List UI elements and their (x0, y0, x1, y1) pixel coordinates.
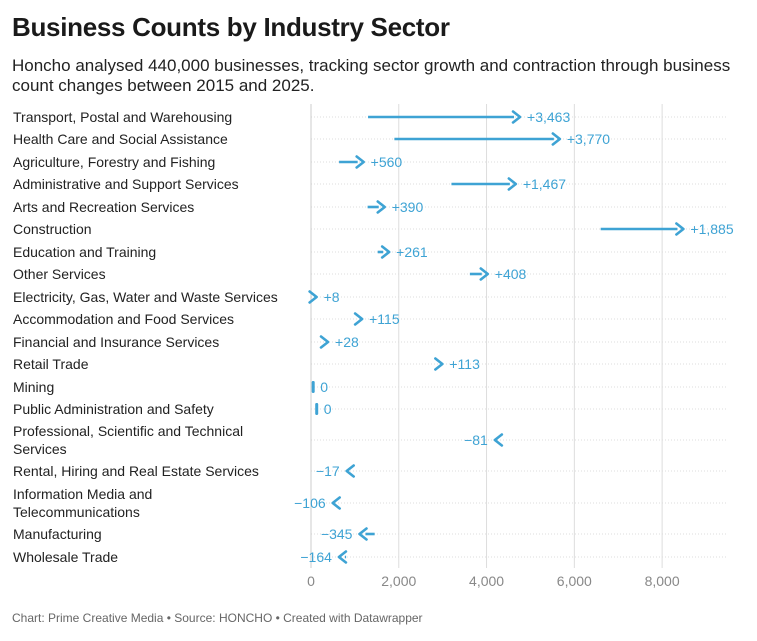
arrow-head (345, 464, 355, 478)
arrow-head (507, 177, 518, 191)
category-label: Education and Training (13, 244, 156, 260)
category-label: Professional, Scientific and Technical (13, 423, 243, 439)
arrow-head (434, 357, 444, 371)
arrow-marks (308, 110, 685, 564)
category-label: Manufacturing (13, 526, 102, 542)
change-value-label: +28 (335, 334, 359, 350)
category-label: Services (13, 441, 67, 457)
category-label: Administrative and Support Services (13, 176, 239, 192)
change-value-label: +1,467 (523, 176, 566, 192)
change-value-label: +3,770 (567, 131, 610, 147)
change-value-label: −345 (321, 526, 353, 542)
arrow-mark (345, 464, 355, 478)
zero-change-mark (311, 381, 315, 393)
change-value-label: +1,885 (690, 221, 733, 237)
change-value-label: +261 (396, 244, 428, 260)
arrow-mark (493, 433, 504, 447)
x-axis-ticks: 0 2,000 4,000 6,000 8,000 (307, 573, 680, 589)
category-label: Information Media and (13, 486, 152, 502)
change-value-label: +115 (369, 311, 400, 327)
change-value-label: +8 (324, 289, 340, 305)
category-label: Transport, Postal and Warehousing (13, 109, 232, 125)
category-label: Rental, Hiring and Real Estate Services (13, 463, 259, 479)
arrow-mark (434, 357, 444, 371)
arrow-mark (311, 381, 315, 393)
chart-title: Business Counts by Industry Sector (12, 12, 450, 42)
arrow-mark (358, 527, 375, 541)
change-value-label: −106 (294, 495, 326, 511)
arrow-head (376, 200, 387, 214)
arrow-mark (308, 290, 318, 304)
arrow-head (380, 245, 391, 259)
arrow-head (353, 312, 364, 326)
category-label: Wholesale Trade (13, 549, 118, 565)
row-labels: Transport, Postal and Warehousing Health … (13, 109, 278, 565)
arrow-mark (451, 177, 518, 191)
x-tick-label: 0 (307, 573, 315, 589)
category-label: Other Services (13, 266, 106, 282)
arrow-mark (377, 245, 391, 259)
change-value-label: +113 (449, 356, 480, 372)
change-value-label: +560 (371, 154, 403, 170)
category-label: Health Care and Social Assistance (13, 131, 228, 147)
change-value-label: −81 (464, 432, 488, 448)
arrow-head (319, 335, 330, 349)
arrow-mark (353, 312, 364, 326)
change-value-label: 0 (320, 379, 328, 395)
arrow-mark (368, 110, 522, 124)
arrow-head (337, 550, 348, 564)
grid-layer (310, 104, 726, 568)
category-label: Telecommunications (13, 504, 140, 520)
arrow-mark (367, 200, 387, 214)
arrow-head (511, 110, 522, 124)
change-value-label: +408 (495, 266, 527, 282)
arrow-chart: Transport, Postal and Warehousing Health … (13, 104, 734, 589)
chart-footer: Chart: Prime Creative Media • Source: HO… (12, 611, 423, 625)
category-label: Agriculture, Forestry and Fishing (13, 154, 215, 170)
zero-change-mark (315, 403, 319, 415)
chart-subtitle: Honcho analysed 440,000 businesses, trac… (12, 56, 731, 95)
change-value-label: +390 (392, 199, 424, 215)
arrow-mark (339, 155, 365, 169)
x-tick-label: 6,000 (557, 573, 592, 589)
category-label: Electricity, Gas, Water and Waste Servic… (13, 289, 278, 305)
arrow-mark (315, 403, 319, 415)
category-label: Construction (13, 221, 92, 237)
category-label: Arts and Recreation Services (13, 199, 194, 215)
arrow-mark (469, 267, 490, 281)
change-value-label: 0 (324, 401, 332, 417)
x-tick-label: 8,000 (645, 573, 680, 589)
arrow-mark (394, 132, 562, 146)
category-label: Financial and Insurance Services (13, 334, 219, 350)
arrow-head (331, 496, 341, 510)
arrow-mark (337, 550, 348, 564)
arrow-head (551, 132, 562, 146)
arrow-head (675, 222, 685, 236)
change-value-label: −17 (316, 463, 340, 479)
arrow-mark (331, 496, 341, 510)
x-tick-label: 2,000 (381, 573, 416, 589)
arrow-mark (319, 335, 330, 349)
value-labels: +3,463 +3,770 +560 +1,467 +390 +1,885 +261 +408… (294, 109, 734, 565)
arrow-head (308, 290, 318, 304)
category-label: Mining (13, 379, 54, 395)
x-tick-label: 4,000 (469, 573, 504, 589)
category-label: Public Administration and Safety (13, 401, 214, 417)
arrow-mark (600, 222, 685, 236)
change-value-label: −164 (300, 549, 332, 565)
arrow-head (355, 155, 365, 169)
category-label: Retail Trade (13, 356, 89, 372)
change-value-label: +3,463 (527, 109, 570, 125)
arrow-head (479, 267, 490, 281)
arrow-head (358, 527, 368, 541)
category-label: Accommodation and Food Services (13, 311, 234, 327)
arrow-head (493, 433, 504, 447)
